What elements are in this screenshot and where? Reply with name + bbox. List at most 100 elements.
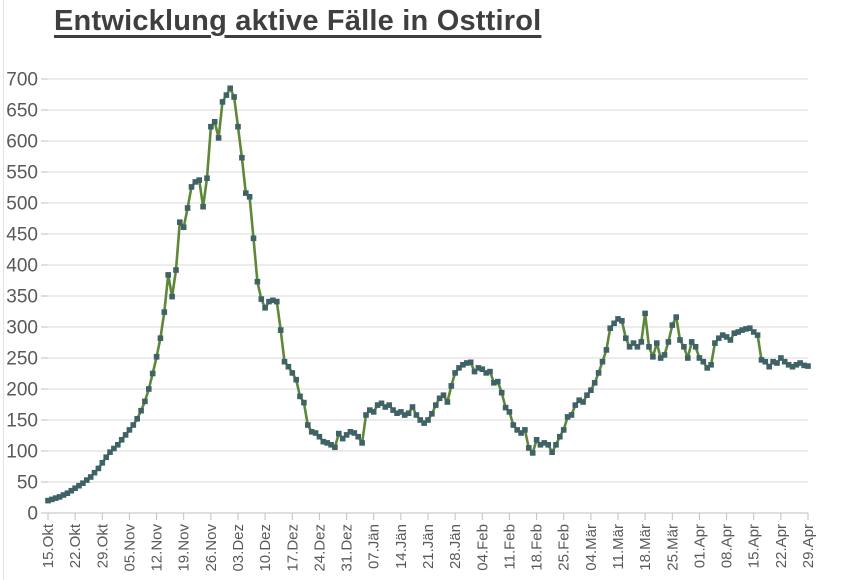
y-axis-label: 50 (17, 473, 38, 494)
data-point-marker (231, 94, 237, 100)
data-point-marker (274, 298, 280, 305)
y-axis-label: 150 (6, 411, 38, 432)
data-point-marker (758, 357, 765, 363)
data-point-marker (305, 422, 311, 428)
data-point-marker (700, 358, 707, 365)
data-point-marker (781, 358, 788, 365)
y-axis-label: 250 (6, 349, 38, 370)
data-point-marker (111, 445, 117, 452)
data-point-marker (564, 414, 571, 420)
data-point-marker (343, 432, 350, 438)
data-point-marker (762, 358, 769, 365)
data-point-marker (107, 449, 113, 455)
x-axis-label: 15.Apr (746, 524, 763, 568)
data-point-marker (285, 363, 292, 370)
data-point-marker (506, 409, 513, 415)
data-point-marker (165, 272, 171, 278)
data-point-marker (537, 442, 544, 448)
data-point-marker (417, 417, 423, 423)
x-axis-label: 14.Jän (393, 524, 410, 569)
data-point-marker (650, 354, 656, 360)
gridlines (48, 78, 808, 483)
data-point-marker (440, 392, 447, 398)
x-axis-label: 29.Okt (94, 523, 111, 568)
data-point-marker (398, 409, 404, 415)
data-point-marker (634, 344, 641, 350)
x-axis-label: 07.Jän (366, 524, 383, 569)
data-point-marker (157, 335, 164, 341)
data-point-marker (599, 358, 606, 365)
data-point-marker (436, 395, 443, 402)
data-point-marker (320, 438, 327, 445)
data-point-marker (661, 352, 668, 358)
data-point-marker (456, 365, 462, 371)
data-point-marker (363, 412, 369, 418)
data-point-marker (646, 344, 652, 350)
x-axis-label: 17.Dez (284, 524, 301, 572)
data-point-marker (665, 339, 672, 345)
data-point-marker (723, 334, 730, 340)
data-point-marker (638, 339, 645, 345)
x-axis-label: 04.Mär (583, 524, 600, 571)
data-point-marker (192, 179, 199, 185)
data-point-marker (785, 362, 792, 368)
data-point-marker (200, 203, 206, 210)
data-point-marker (243, 190, 249, 196)
data-point-marker (208, 123, 214, 130)
data-point-marker (76, 482, 82, 489)
data-point-marker (281, 358, 288, 365)
data-point-marker (754, 332, 761, 338)
data-point-marker (328, 442, 334, 448)
data-point-marker (479, 366, 486, 372)
data-point-marker (560, 427, 567, 433)
data-point-marker (743, 326, 749, 332)
data-point-marker (498, 389, 505, 396)
data-point-marker (495, 378, 501, 385)
data-point-marker (584, 392, 590, 398)
data-point-marker (615, 316, 621, 322)
data-point-marker (262, 305, 268, 311)
data-point-marker (316, 433, 323, 440)
data-point-marker (801, 362, 807, 369)
series (46, 87, 810, 502)
data-point-marker (475, 365, 482, 371)
data-point-marker (56, 494, 63, 500)
data-point-marker (657, 355, 664, 361)
data-point-marker (460, 362, 466, 368)
data-point-marker (308, 429, 315, 435)
y-axis: 0 50 100 150 200 250 300 350 400 450 500 550 600 650 7… (6, 70, 48, 525)
x-axis-label: 18.Mär (637, 524, 654, 571)
data-point-marker (254, 278, 261, 285)
data-point-marker (464, 360, 470, 366)
data-point-marker (394, 410, 400, 416)
data-point-marker (367, 407, 373, 413)
data-point-marker (297, 393, 303, 400)
data-point-marker (72, 485, 78, 491)
data-point-marker (332, 444, 338, 451)
data-point-marker (747, 325, 753, 331)
data-point-marker (630, 340, 637, 346)
data-point-marker (227, 85, 233, 92)
data-point-marker (122, 432, 129, 438)
data-point-marker (386, 402, 392, 408)
data-point-marker (696, 355, 703, 361)
data-point-marker (219, 99, 226, 105)
data-point-marker (731, 330, 738, 336)
data-point-marker (429, 411, 435, 417)
data-point-marker (712, 340, 718, 346)
data-point-marker (688, 339, 695, 345)
data-point-marker (126, 427, 133, 433)
x-axis-label: 21.Jän (420, 524, 437, 569)
data-point-marker (409, 404, 416, 410)
data-point-marker (487, 368, 493, 375)
data-point-marker (49, 496, 55, 503)
data-point-marker (235, 123, 241, 130)
data-point-marker (797, 360, 803, 366)
data-point-marker (588, 387, 594, 393)
data-point-marker (623, 335, 629, 341)
y-axis-label: 550 (6, 163, 38, 184)
data-point-marker (533, 437, 540, 443)
data-point-marker (568, 412, 575, 418)
data-point-marker (778, 355, 784, 361)
data-point-marker (719, 332, 726, 338)
